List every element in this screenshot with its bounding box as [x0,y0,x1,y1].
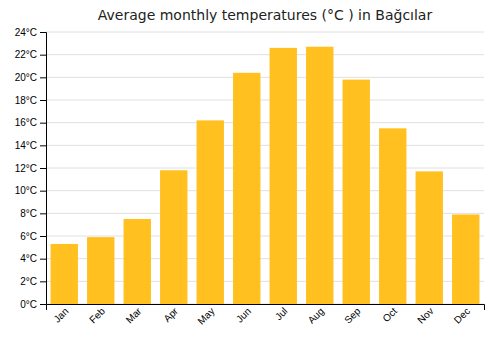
y-tick: 18°C [15,95,46,106]
y-tick-mark [40,168,46,169]
x-axis-line [47,305,485,311]
x-tick: Mar [124,305,144,325]
y-tick: 20°C [15,72,46,83]
bar [51,244,78,304]
grid [46,32,484,304]
grid-line [46,32,484,33]
y-tick: 6°C [20,231,46,242]
y-tick-label: 16°C [15,117,37,128]
bars [51,47,480,304]
bar [270,48,297,304]
y-tick: 14°C [15,140,46,151]
y-tick: 8°C [20,208,46,219]
x-tick-label: Apr [161,305,180,324]
y-tick-label: 6°C [20,231,37,242]
grid-line [46,122,484,123]
bar [306,47,333,304]
y-tick-mark [40,191,46,192]
grid-line [46,54,484,55]
x-axis: Jan Feb Mar Apr May Jun Jul Aug Sep Oct Nov Dec [47,305,485,327]
x-tick-label: May [195,305,216,326]
grid-line [46,145,484,146]
x-tick: Dec [452,305,472,325]
x-tick: Jan [51,305,70,324]
x-tick-label: Mar [124,305,144,325]
bar [343,80,370,304]
chart: 0°C 2°C 4°C 6°C 8°C 10°C 12°C 14°C 16°C 18°C 20°C 2… [0,0,500,350]
bar [197,120,224,304]
x-tick-label: Jul [273,305,290,322]
y-tick-label: 10°C [15,185,37,196]
x-tick: Jun [234,305,253,324]
bar [416,171,443,304]
y-tick-mark [40,100,46,101]
grid-line [46,77,484,78]
y-tick-label: 18°C [15,95,37,106]
y-tick-mark [40,55,46,56]
y-tick: 4°C [20,253,46,264]
y-tick-label: 2°C [20,276,37,287]
x-tick: Nov [415,305,435,325]
x-tick: Jul [273,305,290,322]
grid-line [46,100,484,101]
y-axis-line [40,33,47,305]
y-tick-label: 22°C [15,49,37,60]
y-tick: 0°C [20,299,46,310]
y-tick-mark [40,281,46,282]
y-tick: 2°C [20,276,46,287]
x-tick: Aug [306,305,326,325]
x-tick-label: Oct [380,305,399,324]
y-tick: 12°C [15,163,46,174]
x-tick-label: Jun [234,305,253,324]
bar [379,128,406,304]
y-tick-label: 12°C [15,163,37,174]
x-tick-label: Dec [452,305,472,325]
plot: 0°C 2°C 4°C 6°C 8°C 10°C 12°C 14°C 16°C 18°C 20°C 2… [15,27,485,327]
x-tick: Sep [342,305,363,326]
y-tick-mark [40,304,46,305]
x-tick-label: Aug [306,305,326,325]
y-tick-mark [40,236,46,237]
y-tick: 24°C [15,27,46,38]
y-tick: 22°C [15,49,46,60]
x-tick-label: Jan [51,305,70,324]
y-tick-label: 14°C [15,140,37,151]
y-tick: 10°C [15,185,46,196]
bar [452,214,479,304]
y-tick-label: 4°C [20,253,37,264]
y-tick-mark [40,259,46,260]
y-tick-mark [40,123,46,124]
grid-line [46,168,484,169]
y-tick: 16°C [15,117,46,128]
x-tick: Oct [380,305,399,324]
x-tick: Feb [87,305,107,325]
y-tick-label: 24°C [15,27,37,38]
y-tick-label: 0°C [20,299,37,310]
bar [160,170,187,304]
bar [233,73,260,304]
title: Average monthly temperatures (°C ) in Ba… [98,7,433,23]
y-tick-mark [40,145,46,146]
y-tick-mark [40,77,46,78]
y-axis: 0°C 2°C 4°C 6°C 8°C 10°C 12°C 14°C 16°C 18°C 20°C 2… [15,27,47,310]
y-tick-label: 8°C [20,208,37,219]
bar [124,219,151,304]
bar [87,237,114,304]
y-tick-mark [40,32,46,33]
y-tick-label: 20°C [15,72,37,83]
x-tick: Apr [161,305,180,324]
y-tick-mark [40,213,46,214]
x-tick: May [195,305,216,326]
x-tick-label: Feb [87,305,107,325]
x-tick-label: Nov [415,305,435,325]
x-tick-label: Sep [342,305,363,326]
